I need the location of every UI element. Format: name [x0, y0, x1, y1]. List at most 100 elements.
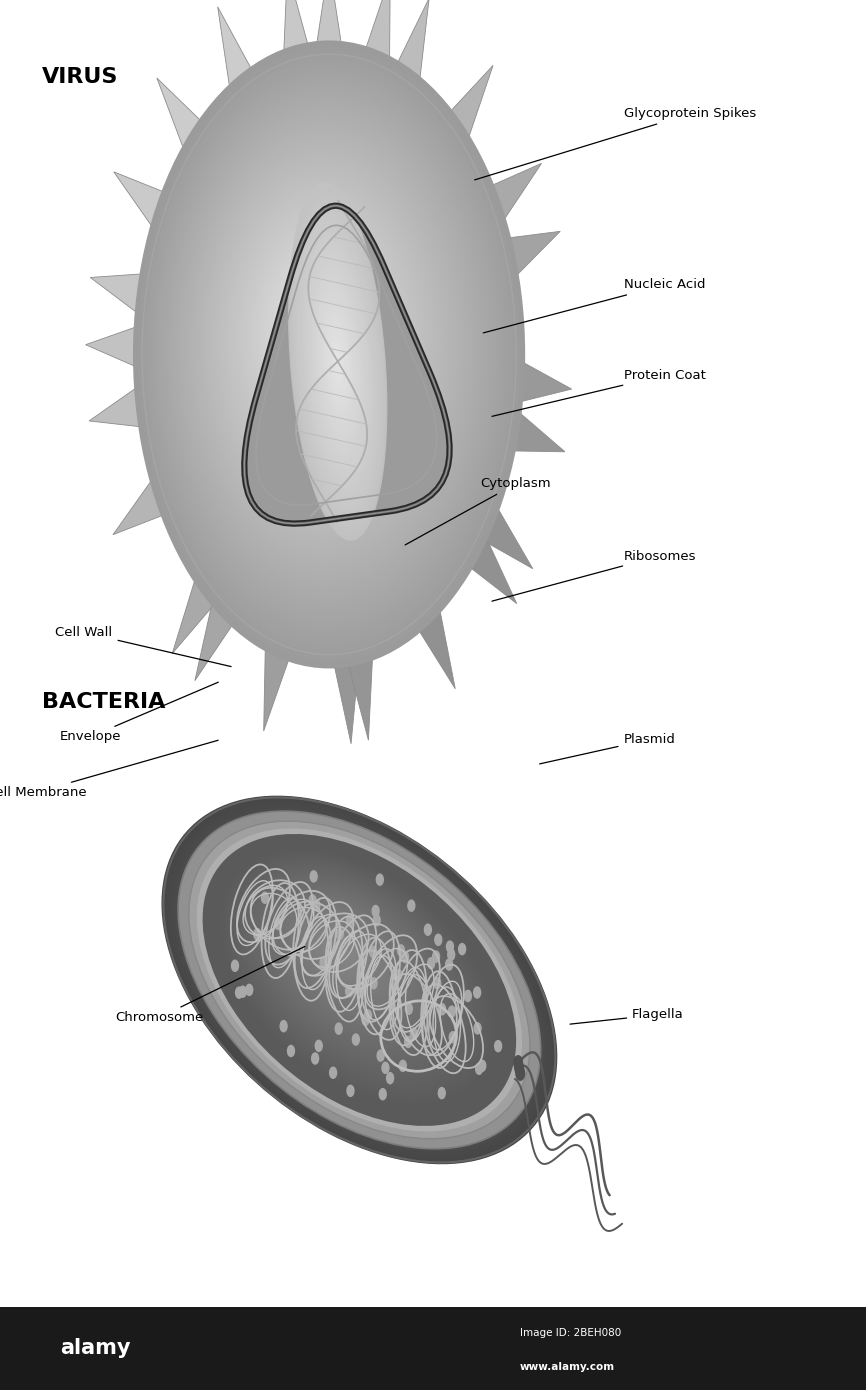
Ellipse shape	[320, 942, 399, 1017]
Ellipse shape	[294, 204, 381, 518]
Ellipse shape	[266, 885, 433, 1041]
Circle shape	[309, 317, 319, 332]
Circle shape	[219, 175, 424, 505]
Circle shape	[159, 82, 494, 619]
Ellipse shape	[334, 348, 341, 375]
Ellipse shape	[333, 343, 343, 379]
Ellipse shape	[262, 881, 440, 1048]
Circle shape	[215, 168, 430, 513]
Ellipse shape	[299, 912, 389, 995]
Ellipse shape	[241, 869, 478, 1091]
Ellipse shape	[188, 820, 531, 1140]
Circle shape	[185, 122, 464, 570]
Circle shape	[435, 934, 442, 945]
Text: Envelope: Envelope	[60, 682, 218, 744]
Ellipse shape	[312, 267, 364, 456]
Ellipse shape	[292, 906, 398, 1006]
Ellipse shape	[297, 910, 392, 999]
Ellipse shape	[328, 325, 347, 398]
Circle shape	[191, 131, 457, 559]
Circle shape	[311, 320, 317, 329]
Circle shape	[320, 958, 327, 969]
Circle shape	[464, 991, 471, 1002]
Ellipse shape	[221, 851, 498, 1109]
Ellipse shape	[283, 909, 436, 1051]
Circle shape	[252, 228, 385, 441]
Ellipse shape	[224, 853, 494, 1106]
Circle shape	[216, 171, 428, 510]
Circle shape	[208, 157, 438, 527]
Circle shape	[266, 249, 370, 416]
Ellipse shape	[350, 970, 369, 990]
Ellipse shape	[313, 937, 405, 1023]
Circle shape	[270, 256, 365, 407]
Ellipse shape	[309, 920, 375, 981]
Circle shape	[245, 215, 394, 456]
Circle shape	[330, 1068, 337, 1079]
Circle shape	[346, 986, 352, 997]
Circle shape	[167, 93, 485, 605]
Circle shape	[516, 1066, 525, 1080]
Circle shape	[377, 874, 384, 885]
Circle shape	[399, 1061, 406, 1072]
Ellipse shape	[294, 919, 425, 1041]
Ellipse shape	[312, 922, 372, 977]
Polygon shape	[90, 274, 151, 318]
Ellipse shape	[317, 926, 365, 970]
Ellipse shape	[241, 866, 468, 1076]
Circle shape	[459, 944, 466, 955]
Circle shape	[300, 303, 329, 350]
Circle shape	[212, 164, 433, 518]
Circle shape	[515, 1061, 524, 1074]
Ellipse shape	[301, 227, 375, 496]
Ellipse shape	[323, 947, 396, 1013]
Circle shape	[474, 987, 481, 998]
Circle shape	[176, 107, 475, 587]
Ellipse shape	[195, 827, 524, 1133]
Circle shape	[243, 213, 396, 459]
Circle shape	[196, 138, 452, 550]
Circle shape	[475, 1063, 482, 1074]
Circle shape	[283, 277, 348, 381]
Ellipse shape	[307, 249, 369, 474]
Circle shape	[169, 96, 483, 602]
Circle shape	[288, 284, 343, 373]
Circle shape	[448, 949, 455, 960]
Ellipse shape	[339, 962, 379, 998]
Circle shape	[275, 919, 281, 930]
Ellipse shape	[319, 295, 357, 428]
Circle shape	[175, 106, 476, 589]
Ellipse shape	[217, 848, 501, 1112]
Circle shape	[268, 253, 366, 410]
Ellipse shape	[300, 222, 376, 500]
Circle shape	[165, 92, 487, 607]
Circle shape	[246, 984, 253, 995]
Ellipse shape	[300, 924, 419, 1036]
Circle shape	[229, 192, 411, 484]
Polygon shape	[512, 357, 572, 404]
Polygon shape	[217, 7, 257, 101]
Ellipse shape	[274, 901, 445, 1059]
Ellipse shape	[330, 937, 347, 954]
Circle shape	[438, 1087, 445, 1098]
Ellipse shape	[249, 872, 457, 1066]
PathPatch shape	[244, 206, 449, 524]
Polygon shape	[500, 231, 560, 284]
Polygon shape	[283, 0, 312, 67]
Circle shape	[362, 1015, 369, 1026]
Circle shape	[198, 143, 449, 543]
Circle shape	[158, 79, 496, 621]
Ellipse shape	[203, 834, 516, 1126]
Polygon shape	[462, 525, 517, 603]
Ellipse shape	[314, 277, 361, 446]
Ellipse shape	[289, 904, 402, 1009]
Circle shape	[278, 267, 356, 392]
Ellipse shape	[213, 844, 505, 1115]
Polygon shape	[172, 566, 222, 653]
Circle shape	[287, 282, 345, 375]
Ellipse shape	[223, 852, 491, 1101]
Circle shape	[233, 197, 408, 478]
Circle shape	[397, 945, 404, 956]
Polygon shape	[361, 0, 391, 74]
Polygon shape	[332, 648, 360, 744]
